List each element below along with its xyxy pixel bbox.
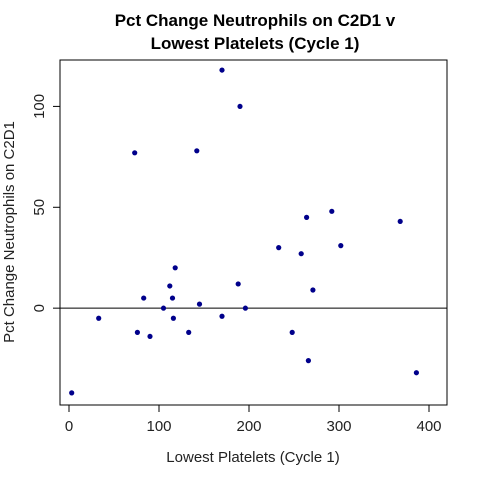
data-point [134, 329, 140, 335]
x-axis: 0 100 200 300 400 [65, 405, 442, 435]
chart-title-line-2: Lowest Platelets (Cycle 1) [151, 34, 360, 53]
y-axis: 0 50 100 [31, 94, 60, 312]
data-point [304, 214, 310, 220]
data-point [397, 218, 403, 225]
data-point [338, 243, 344, 249]
data-point [242, 305, 248, 311]
data-point [298, 251, 304, 257]
data-point [194, 148, 200, 154]
x-tick-label: 400 [416, 418, 441, 435]
data-point [132, 150, 138, 156]
y-tick-label: 100 [31, 94, 48, 119]
data-point [289, 329, 295, 335]
data-point [219, 67, 225, 73]
data-point [169, 295, 176, 301]
data-point [237, 103, 243, 110]
data-point [147, 333, 153, 340]
plot-frame [59, 59, 448, 406]
y-tick-label: 50 [31, 199, 48, 216]
data-point [196, 301, 203, 307]
chart-title-line-1: Pct Change Neutrophils on C2D1 v [115, 11, 396, 30]
data-point [167, 283, 173, 289]
data-point [170, 315, 176, 321]
data-point [69, 390, 75, 396]
x-tick-label: 200 [236, 418, 261, 435]
data-point [186, 329, 192, 335]
data-point [310, 287, 316, 293]
data-points [69, 67, 419, 396]
y-tick-label: 0 [31, 304, 48, 312]
x-axis-label: Lowest Platelets (Cycle 1) [166, 449, 339, 466]
data-point [235, 281, 241, 287]
data-point [276, 245, 282, 251]
data-point [160, 305, 167, 311]
x-tick-label: 300 [326, 418, 351, 435]
data-point [305, 358, 311, 364]
x-tick-label: 100 [146, 418, 171, 435]
y-axis-label: Pct Change Neutrophils on C2D1 [1, 121, 18, 343]
data-point [141, 295, 147, 301]
data-point [219, 313, 225, 319]
x-tick-label: 0 [65, 418, 73, 435]
data-point [413, 370, 419, 376]
data-point [172, 265, 178, 271]
data-point [96, 315, 102, 321]
data-point [329, 208, 335, 214]
